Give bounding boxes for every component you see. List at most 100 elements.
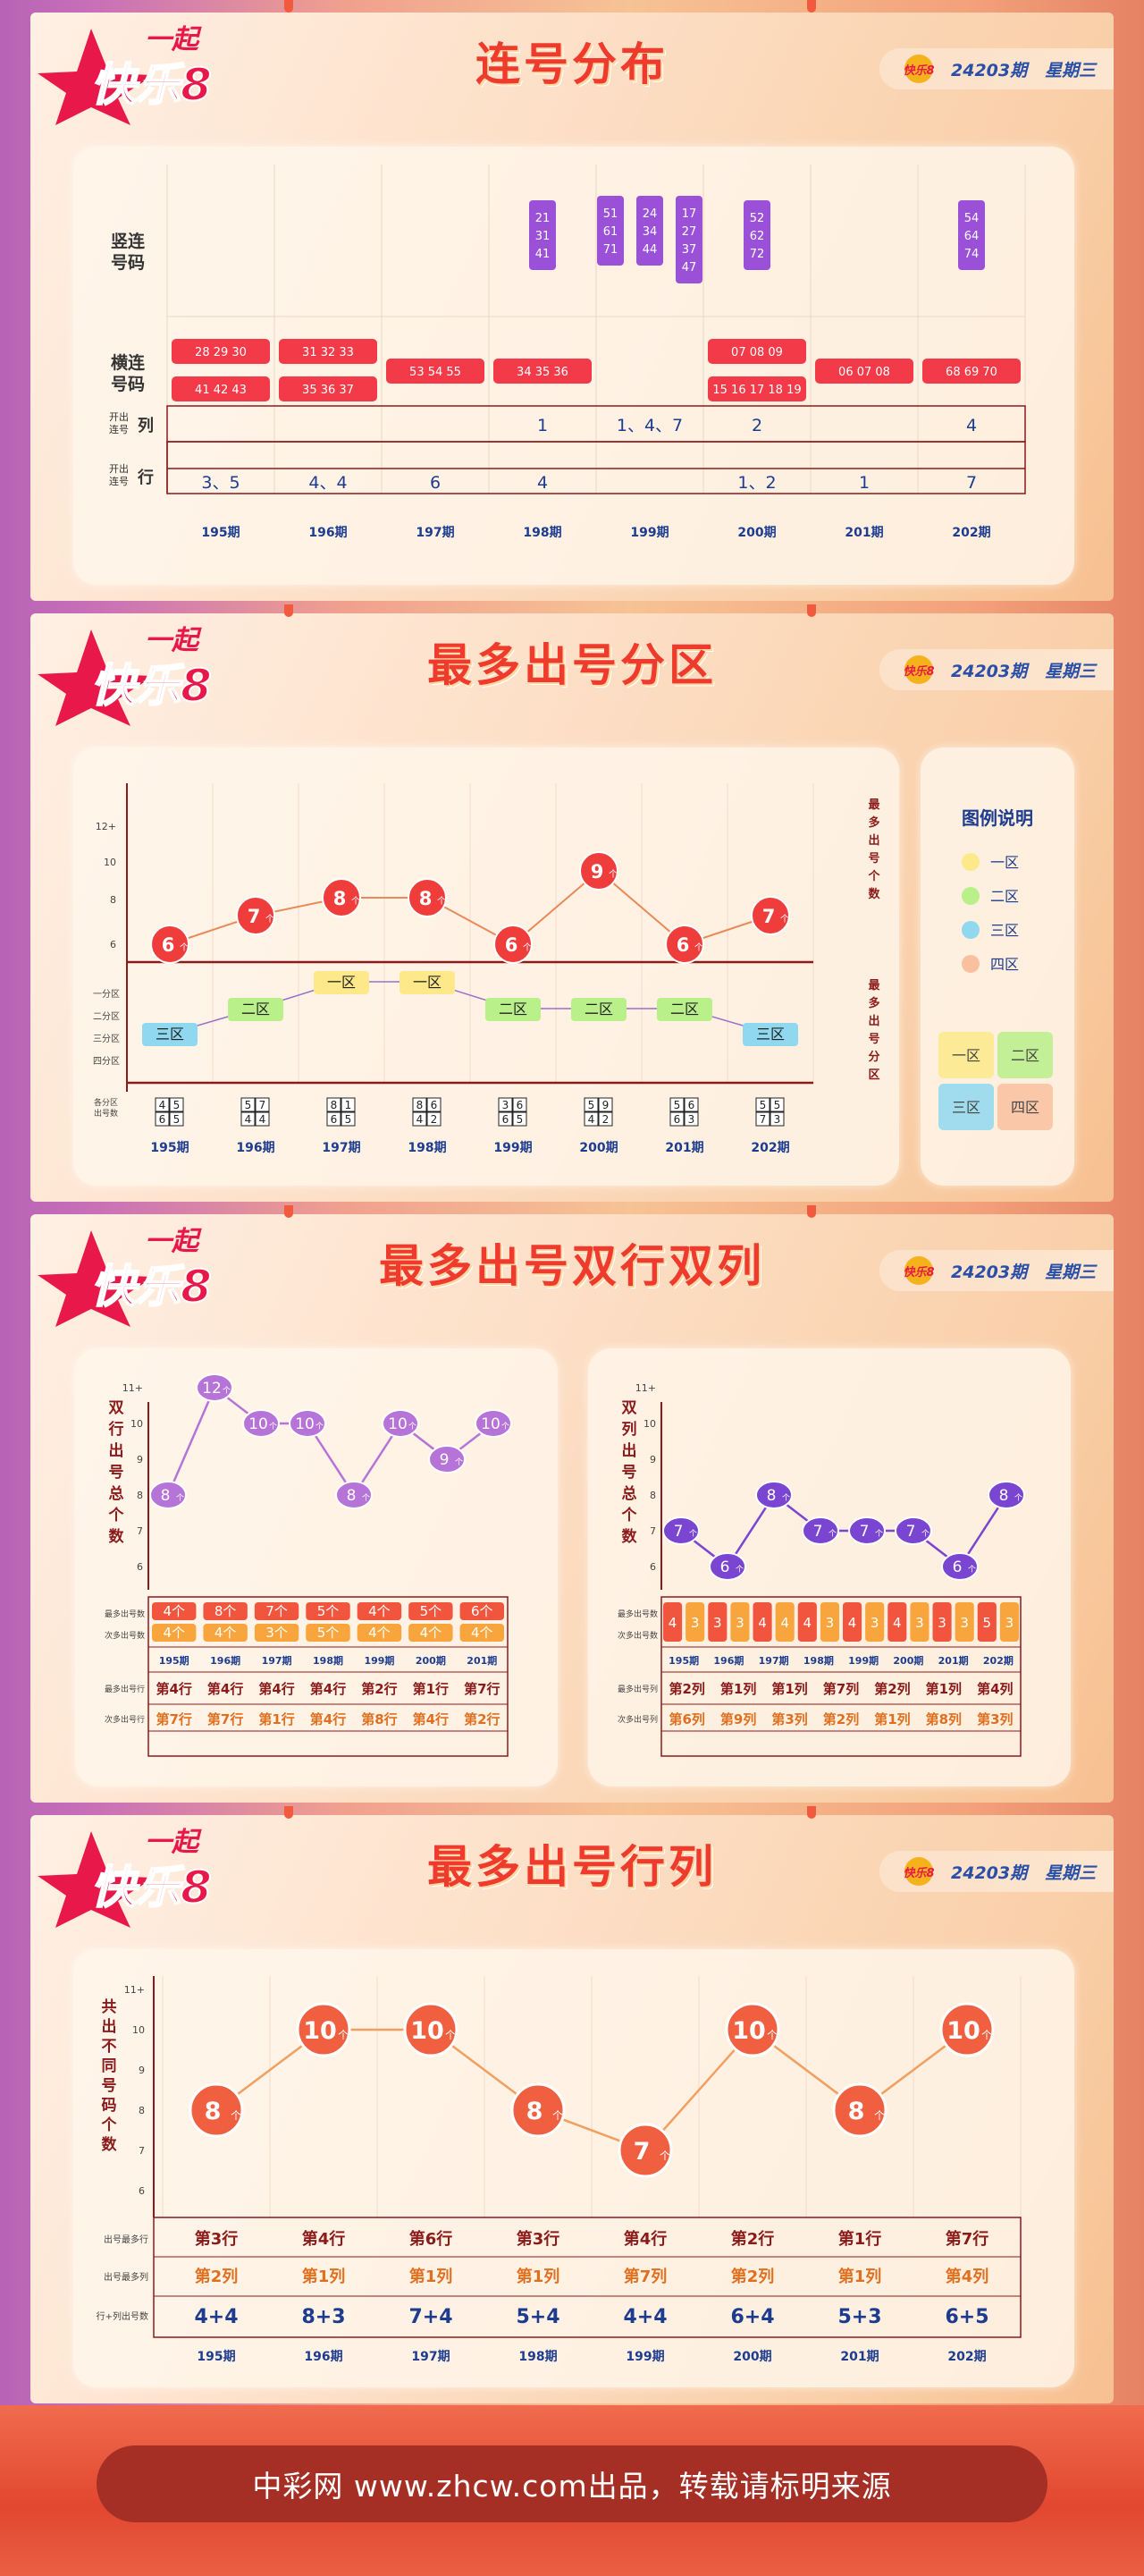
data-point [618,2123,673,2178]
data-label: 7 [248,906,261,927]
most-col-value: 第1列 [517,2267,560,2286]
period-label: 195期 [159,1654,189,1667]
zone-count-cell [598,1111,613,1127]
y-axis-title: 总 [109,1484,124,1503]
pair-count-value: 4 [758,1615,767,1631]
vertical-number: 31 [535,230,551,243]
second-count-badge [152,1624,197,1642]
zone-chart-card: 6 8 10 12+ 6 个 7 个 8 个 8 个 6 个 9 个 6 个 7 个最多出号个数最多出号分区一分区 二分… [73,747,899,1186]
table-row-label: 最多出号数 [618,1609,658,1619]
pair-count-badge [775,1602,795,1642]
horizontal-consecutive-bar [172,376,270,401]
y-tick: 9 [650,1454,656,1465]
y-axis-title: 出 [622,1441,637,1460]
data-label: 7 [813,1523,823,1541]
pair-count-value: 3 [736,1615,744,1631]
most-col-value: 第2列 [731,2267,775,2286]
zone-count-value: 4 [245,1113,252,1126]
table-border [147,1596,509,1757]
second-count-badge [306,1624,350,1642]
unit-label: 个 [231,2109,241,2122]
most-col-value: 第1列 [720,1681,756,1697]
zone-label: 二区 [241,1001,270,1018]
lottery-logo-icon: 快乐8 [903,55,935,83]
data-point [408,878,447,917]
data-label: 6 [953,1558,963,1576]
zone-count-cell [255,1097,270,1112]
period-label: 195期 [197,2350,235,2364]
vertical-number: 74 [964,248,980,261]
row-label-horizontal: 横连 [111,352,146,373]
y-tick: 四分区 [93,1056,120,1067]
data-point [802,1516,839,1545]
table-row-label: 最多出号行 [105,1684,145,1694]
zone-counts-label: 出号数 [94,1108,118,1119]
data-point [150,925,189,964]
most-count-value: 8个 [214,1603,237,1619]
y-tick: 6 [650,1561,656,1573]
period-label: 199期 [364,1654,394,1667]
legend-grid-cell [997,1032,1053,1078]
period-label: 195期 [669,1654,699,1667]
svg-text:快乐8: 快乐8 [903,1866,934,1880]
data-label: 8 [347,1487,357,1505]
pair-count-badge [955,1602,974,1642]
data-point [848,1516,886,1545]
panel-rowcol: 一起 快乐8 最多出号行列 快乐8 24203期 星期三 6 7 8 9 10 11+ 共出不同号… [30,1815,1114,2403]
zone-count-cell [584,1111,599,1127]
y-tick: 11+ [635,1382,656,1394]
y-axis-title: 不 [102,2038,117,2056]
data-label: 8 [161,1487,171,1505]
second-count-badge [254,1624,299,1642]
unit-label: 个 [351,896,360,907]
y-tick: 10 [104,857,116,868]
legend-label: 二区 [990,888,1019,905]
data-label: 10 [303,2017,337,2045]
second-count-badge [203,1624,248,1642]
zone-count-value: 2 [602,1113,610,1126]
horizontal-number: 15 16 17 18 19 [712,384,801,397]
data-label: 10 [410,2017,444,2045]
data-label: 7 [762,906,776,927]
horizontal-number: 34 35 36 [517,366,568,379]
unit-label: 个 [437,896,446,907]
weekday: 星期三 [1045,60,1097,80]
period-label: 195期 [150,1141,189,1155]
zone-count-cell [755,1097,770,1112]
double-col-card: 6 7 8 9 10 11+ 双列出号总个数 7 个 6 个 8 个 7 个 7 个 7 个 6 个 8 个最多出号数 次多出… [588,1348,1071,1786]
zone-count-value: 8 [416,1099,424,1111]
zone-count-value: 2 [431,1113,438,1126]
y-tick: 9 [137,1454,143,1465]
section-title: 最多出号分区 [427,639,717,691]
legend-label: 一区 [990,854,1019,871]
most-row-value: 第4行 [156,1681,191,1697]
most-count-badge [306,1602,350,1620]
unit-label: 个 [265,914,274,925]
zone-count-cell [326,1097,341,1112]
zone-count-value: 6 [159,1113,166,1126]
most-count-badge [152,1602,197,1620]
zone-count-value: 1 [345,1099,352,1111]
data-label: 7 [906,1523,916,1541]
legend-title: 图例说明 [962,807,1033,829]
y-tick: 12+ [96,821,116,832]
consecutive-row-value: 1、2 [737,473,776,493]
pair-count-value: 3 [826,1615,835,1631]
zone-count-value: 4 [416,1113,424,1126]
zone-marker [142,1023,198,1046]
pair-count-value: 3 [871,1615,879,1631]
issue-badge: 快乐8 24203期 星期三 [879,48,1114,89]
table-row-label: 行+列出号数 [97,2310,148,2322]
table-border [153,2217,1022,2338]
period-label: 200期 [579,1141,618,1155]
pair-count-badge [797,1602,817,1642]
vertical-consecutive-bar [744,200,770,270]
double-row-card: 6 7 8 9 10 11+ 双行出号总个数 8 个 12 个 10 个 10 个 8 个 10 个 9 个 10 个最多出… [75,1348,558,1786]
footer-source: 中彩网 www.zhcw.com出品，转载请标明来源 [97,2445,1047,2522]
period-label: 201期 [467,1654,497,1667]
series-line [166,1386,494,1498]
zone-count-cell [755,1111,770,1127]
data-point [988,1481,1025,1509]
issue-badge: 快乐8 24203期 星期三 [879,1851,1114,1892]
horizontal-consecutive-bar [708,339,806,364]
